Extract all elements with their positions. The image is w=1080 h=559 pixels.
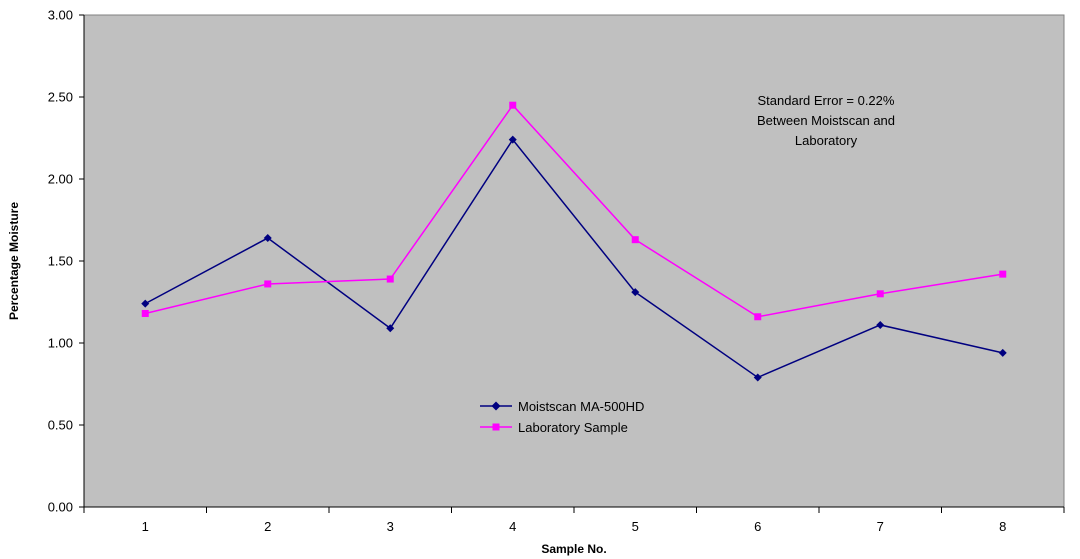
x-tick-label: 2 — [264, 519, 271, 534]
y-tick-label: 2.50 — [48, 90, 73, 105]
data-point — [508, 135, 517, 144]
data-point — [631, 236, 639, 244]
x-tick-label: 8 — [999, 519, 1006, 534]
y-tick-label: 0.00 — [48, 500, 73, 515]
legend-item-laboratory: Laboratory Sample — [480, 420, 628, 435]
data-point — [141, 299, 150, 308]
annotation-line-3: Laboratory — [795, 133, 858, 148]
legend-label-moistscan: Moistscan MA-500HD — [518, 399, 644, 414]
data-point — [998, 348, 1007, 357]
data-point — [386, 324, 395, 333]
data-point — [509, 101, 517, 109]
data-point — [753, 373, 762, 382]
x-tick-label: 6 — [754, 519, 761, 534]
y-tick-label: 1.00 — [48, 336, 73, 351]
x-tick-label: 5 — [632, 519, 639, 534]
series-layer — [141, 101, 1007, 382]
annotation-line-1: Standard Error = 0.22% — [758, 93, 895, 108]
legend-label-laboratory: Laboratory Sample — [518, 420, 628, 435]
y-tick-label: 0.50 — [48, 418, 73, 433]
legend: Moistscan MA-500HD Laboratory Sample — [480, 399, 644, 435]
legend-marker-square — [492, 423, 500, 431]
y-tick-label: 3.00 — [48, 8, 73, 23]
data-point — [263, 234, 272, 243]
series-laboratory — [141, 101, 1007, 321]
y-tick-label: 2.00 — [48, 172, 73, 187]
plot-area — [83, 14, 1065, 508]
x-axis-title: Sample No. — [541, 542, 606, 556]
y-axis-title: Percentage Moisture — [7, 202, 21, 320]
data-point — [141, 309, 149, 317]
data-point — [754, 313, 762, 321]
data-point — [264, 280, 272, 288]
legend-item-moistscan: Moistscan MA-500HD — [480, 399, 644, 414]
x-tick-label: 3 — [387, 519, 394, 534]
series-moistscan — [141, 135, 1007, 382]
data-point — [876, 290, 884, 298]
series-line — [145, 104, 1003, 318]
annotation-line-2: Between Moistscan and — [757, 113, 895, 128]
data-point — [386, 275, 394, 283]
data-point — [631, 288, 640, 297]
x-tick-label: 4 — [509, 519, 516, 534]
series-line — [144, 138, 1003, 379]
y-axis: 0.00 0.50 1.00 1.50 2.00 2.50 3.00 — [48, 8, 85, 515]
x-tick-label: 1 — [142, 519, 149, 534]
legend-marker-diamond — [491, 401, 501, 411]
data-point — [876, 320, 885, 329]
data-point — [999, 270, 1007, 278]
x-tick-label: 7 — [877, 519, 884, 534]
x-axis: 1 2 3 4 5 6 7 8 — [83, 506, 1065, 534]
y-tick-label: 1.50 — [48, 254, 73, 269]
